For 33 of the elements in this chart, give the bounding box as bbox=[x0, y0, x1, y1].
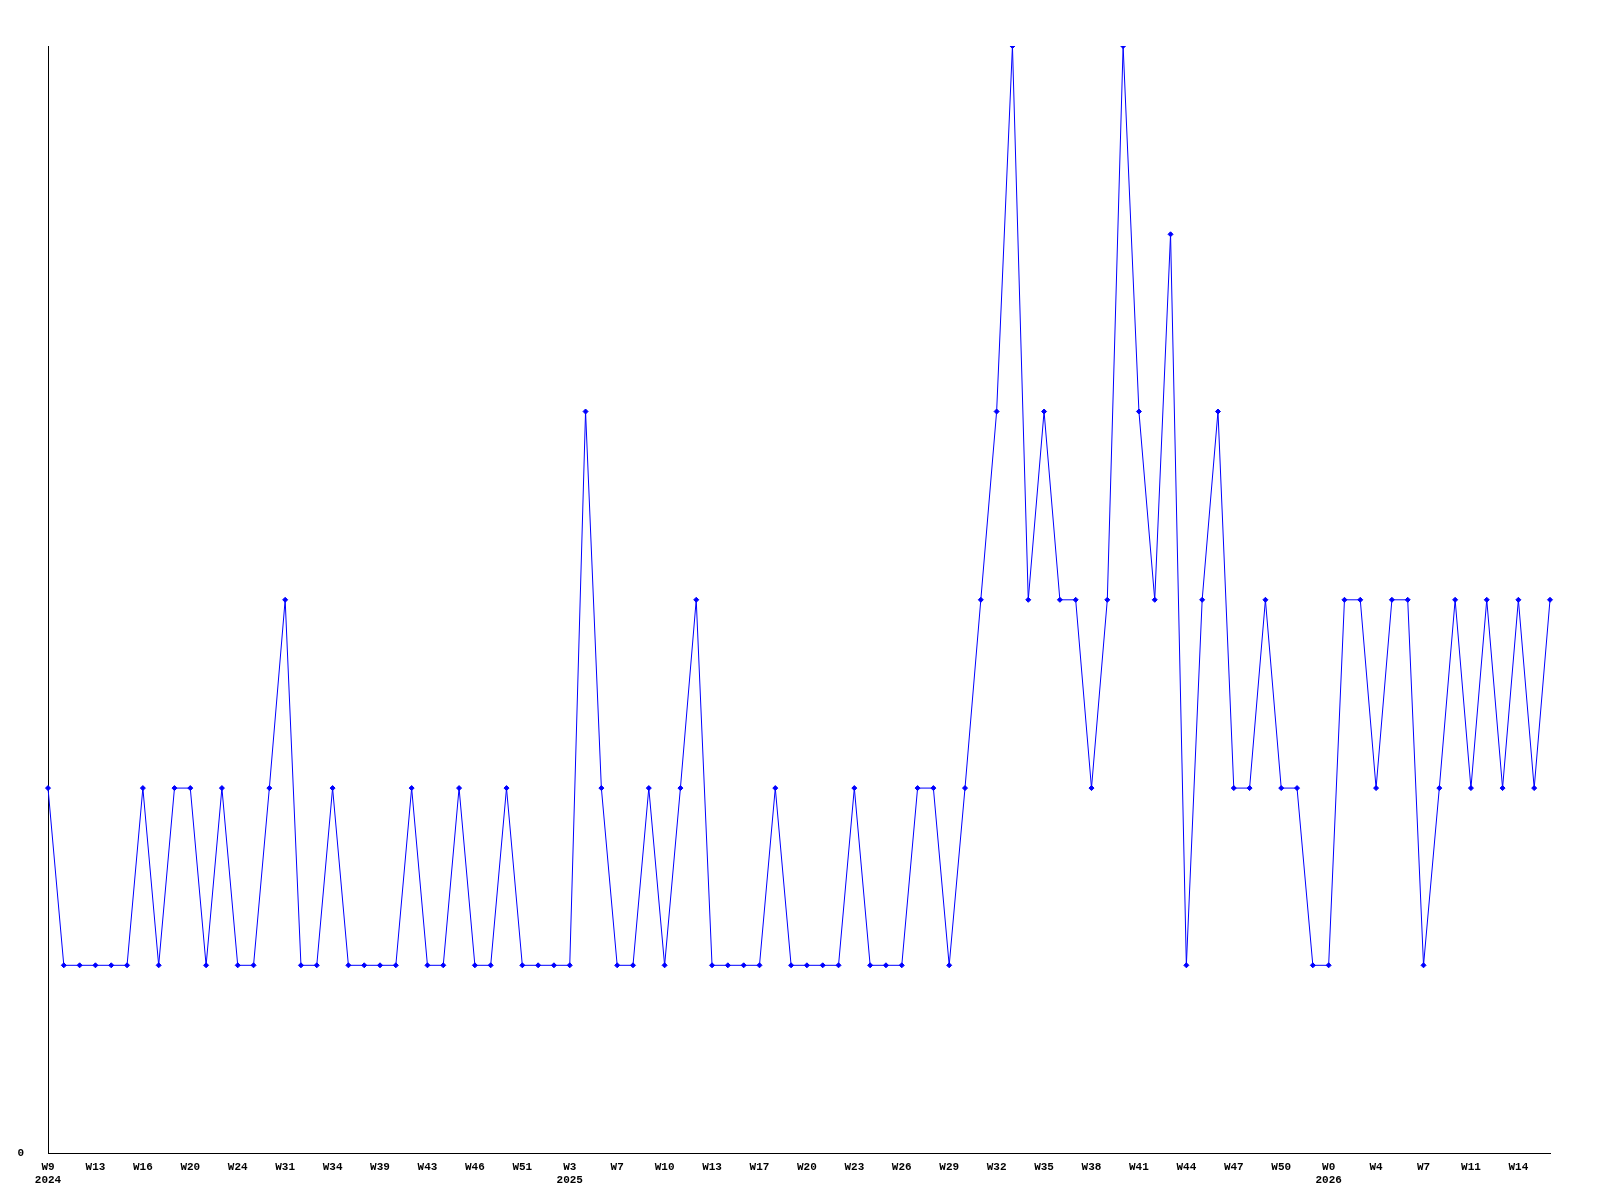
x-tick-label: W13 bbox=[85, 1160, 106, 1173]
x-tick-label: W39 bbox=[370, 1160, 390, 1173]
x-tick-label: W9 2024 bbox=[34, 1160, 62, 1187]
x-tick-label: W13 bbox=[702, 1160, 723, 1173]
x-tick-label: W24 bbox=[227, 1160, 249, 1173]
x-tick-label: W43 bbox=[417, 1160, 438, 1173]
x-tick-label: W16 bbox=[132, 1160, 153, 1173]
x-tick-label: W4 bbox=[1369, 1160, 1384, 1173]
x-tick-label: W38 bbox=[1081, 1160, 1102, 1173]
x-tick-label: W26 bbox=[891, 1160, 912, 1173]
x-tick-label: W47 bbox=[1223, 1160, 1244, 1173]
x-tick-label: W46 bbox=[464, 1160, 485, 1173]
x-tick-label: W31 bbox=[275, 1160, 296, 1173]
text: 0 bbox=[17, 1147, 24, 1160]
x-tick-label: W35 bbox=[1034, 1160, 1055, 1173]
x-tick-label: W29 bbox=[939, 1160, 960, 1173]
x-tick-label: W17 bbox=[749, 1160, 770, 1173]
x-tick-label: W0 2026 bbox=[1315, 1160, 1342, 1187]
x-tick-label: W41 bbox=[1129, 1160, 1150, 1173]
x-tick-label: W34 bbox=[322, 1160, 343, 1173]
x-tick-label: W32 bbox=[986, 1160, 1007, 1173]
x-tick-label: W50 bbox=[1271, 1160, 1292, 1173]
x-tick-label: W14 bbox=[1508, 1160, 1529, 1173]
x-tick-label: W10 bbox=[654, 1160, 675, 1173]
x-tick-label: W23 bbox=[844, 1160, 865, 1173]
x-tick-label: W20 bbox=[180, 1160, 201, 1173]
x-tick-label: W51 bbox=[512, 1160, 533, 1173]
x-tick-label: W3 2025 bbox=[556, 1160, 584, 1187]
x-tick-label: W20 bbox=[797, 1160, 817, 1173]
x-tick-label: W44 bbox=[1176, 1160, 1197, 1173]
x-tick-label: W7 bbox=[610, 1160, 624, 1173]
x-tick-label: W7 bbox=[1416, 1160, 1431, 1173]
x-tick-label: W11 bbox=[1461, 1160, 1482, 1173]
